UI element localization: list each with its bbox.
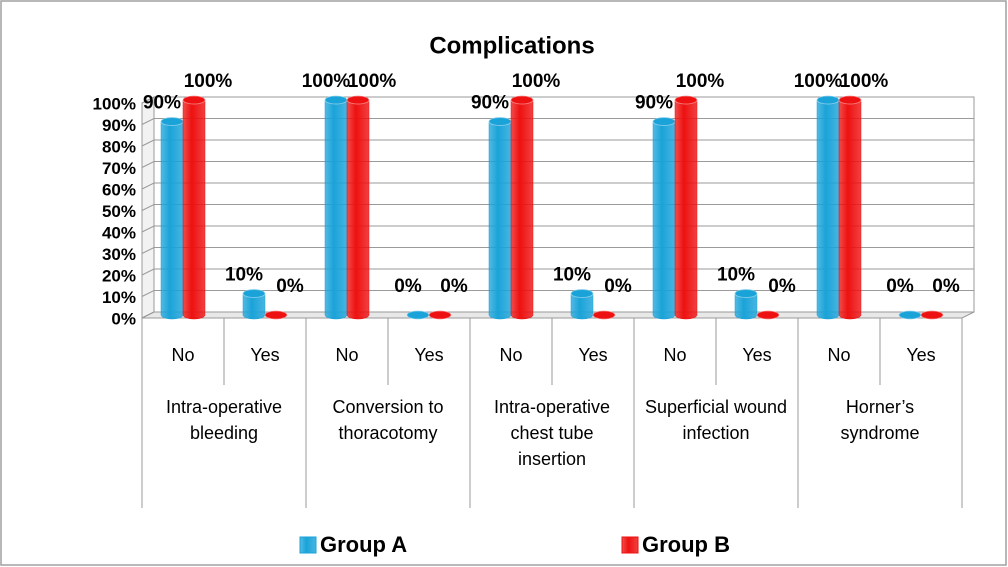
y-tick-label: 20% bbox=[102, 266, 136, 285]
category-group-label: Superficial wound infection bbox=[644, 397, 788, 443]
bar bbox=[182, 95, 206, 320]
bar-top bbox=[324, 95, 348, 105]
y-tick-label: 100% bbox=[93, 94, 136, 113]
bar-top bbox=[160, 117, 184, 126]
bar-top bbox=[652, 117, 676, 126]
x-tick-label: Yes bbox=[578, 345, 607, 365]
data-label: 10% bbox=[553, 265, 591, 286]
y-tick-label: 30% bbox=[102, 245, 136, 264]
data-label: 100% bbox=[512, 71, 561, 92]
bar-top bbox=[838, 95, 862, 105]
grid-line bbox=[141, 118, 974, 125]
bar-top bbox=[816, 95, 840, 105]
grid-line bbox=[141, 225, 974, 233]
data-label: 100% bbox=[184, 71, 233, 92]
bar-top bbox=[242, 289, 266, 298]
legend-label: Group B bbox=[642, 532, 730, 557]
bar-top bbox=[406, 310, 430, 320]
bar-top bbox=[488, 117, 512, 126]
grid-line bbox=[141, 96, 974, 104]
data-label: 100% bbox=[302, 71, 351, 92]
y-tick-label: 70% bbox=[102, 159, 136, 178]
bar bbox=[160, 117, 184, 320]
data-label: 90% bbox=[471, 93, 509, 114]
grid-line bbox=[141, 139, 974, 147]
data-label: 0% bbox=[440, 276, 468, 297]
category-group-label: Intra-operative chest tube insertion bbox=[493, 397, 611, 469]
y-tick-label: 10% bbox=[102, 288, 136, 307]
category-group-label: Conversion to thoracotomy bbox=[332, 397, 444, 443]
x-tick-label: No bbox=[335, 345, 358, 365]
x-tick-label: Yes bbox=[906, 345, 935, 365]
y-tick-label: 80% bbox=[102, 137, 136, 156]
data-label: 100% bbox=[348, 71, 397, 92]
y-tick-label: 0% bbox=[111, 309, 136, 328]
bar-top bbox=[182, 95, 206, 105]
bar bbox=[346, 95, 370, 320]
legend-label: Group A bbox=[320, 532, 407, 557]
legend-swatch bbox=[621, 536, 639, 554]
bar-top bbox=[428, 310, 452, 320]
data-label: 0% bbox=[932, 276, 960, 297]
x-tick-label: No bbox=[499, 345, 522, 365]
y-tick-label: 40% bbox=[102, 223, 136, 242]
y-tick-label: 50% bbox=[102, 202, 136, 221]
bar bbox=[324, 95, 348, 320]
data-label: 0% bbox=[886, 276, 914, 297]
data-label: 0% bbox=[768, 276, 796, 297]
bar bbox=[488, 117, 512, 320]
x-tick-label: No bbox=[663, 345, 686, 365]
x-tick-label: No bbox=[827, 345, 850, 365]
bar-top bbox=[346, 95, 370, 105]
bar bbox=[816, 95, 840, 320]
data-label: 10% bbox=[717, 265, 755, 286]
bar-top bbox=[756, 310, 780, 320]
bar-top bbox=[734, 289, 758, 298]
x-tick-label: Yes bbox=[250, 345, 279, 365]
data-label: 90% bbox=[635, 93, 673, 114]
bar-top bbox=[898, 310, 922, 320]
x-tick-label: No bbox=[171, 345, 194, 365]
bar-top bbox=[674, 95, 698, 105]
bar bbox=[510, 95, 534, 320]
bar-top bbox=[592, 310, 616, 320]
y-tick-label: 90% bbox=[102, 116, 136, 135]
legend-swatch bbox=[299, 536, 317, 554]
grid-line bbox=[141, 290, 974, 297]
data-label: 10% bbox=[225, 265, 263, 286]
grid-line bbox=[141, 182, 974, 190]
grid-line bbox=[141, 268, 974, 276]
category-group-label: Horner’s syndrome bbox=[840, 397, 920, 443]
data-label: 90% bbox=[143, 93, 181, 114]
category-group-label: Intra-operative bleeding bbox=[165, 397, 283, 443]
bar bbox=[652, 117, 676, 320]
data-label: 100% bbox=[840, 71, 889, 92]
data-label: 0% bbox=[604, 276, 632, 297]
grid-line bbox=[141, 247, 974, 254]
bar-top bbox=[920, 310, 944, 320]
grid-line bbox=[141, 204, 974, 211]
bar-top bbox=[264, 310, 288, 320]
grid-line bbox=[141, 311, 974, 319]
data-label: 0% bbox=[276, 276, 304, 297]
bar bbox=[674, 95, 698, 320]
bar-top bbox=[570, 289, 594, 298]
data-label: 100% bbox=[794, 71, 843, 92]
bar bbox=[838, 95, 862, 320]
y-tick-label: 60% bbox=[102, 180, 136, 199]
chart-title: Complications bbox=[429, 32, 594, 59]
grid-line bbox=[141, 161, 974, 168]
x-tick-label: Yes bbox=[742, 345, 771, 365]
bar-top bbox=[510, 95, 534, 105]
x-tick-label: Yes bbox=[414, 345, 443, 365]
data-label: 100% bbox=[676, 71, 725, 92]
data-label: 0% bbox=[394, 276, 422, 297]
